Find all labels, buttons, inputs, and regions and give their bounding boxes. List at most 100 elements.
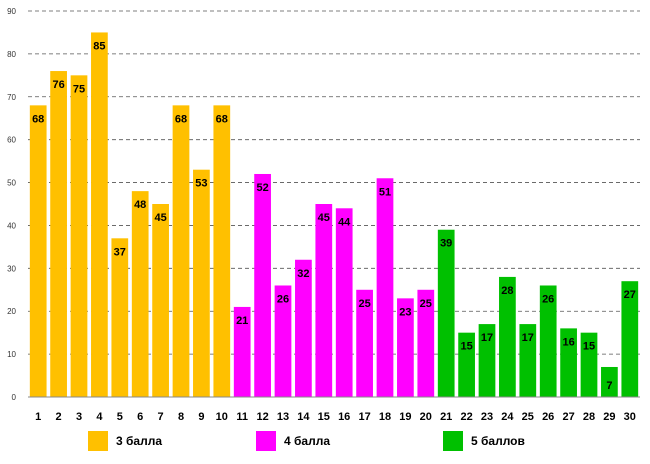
x-tick-label: 23 [481, 411, 493, 423]
data-label: 15 [460, 341, 472, 353]
data-label: 26 [542, 293, 554, 305]
y-tick-label: 20 [7, 307, 16, 316]
x-tick-label: 30 [624, 411, 636, 423]
x-tick-label: 1 [35, 411, 41, 423]
legend-item-4: 4 балла [256, 430, 330, 452]
data-label: 68 [216, 113, 228, 125]
x-tick-label: 2 [56, 411, 62, 423]
data-label: 45 [318, 212, 330, 224]
bar [437, 229, 455, 397]
x-tick-label: 4 [96, 411, 103, 423]
y-tick-label: 30 [7, 264, 16, 273]
x-tick-label: 29 [603, 411, 615, 423]
bar [50, 71, 67, 398]
x-tick-label: 15 [318, 411, 330, 423]
legend-label-4: 4 балла [284, 434, 331, 448]
x-tick-label: 11 [236, 411, 248, 423]
bar [376, 178, 394, 397]
x-tick-label: 18 [379, 411, 391, 423]
legend-label-5: 5 баллов [471, 434, 525, 448]
y-tick-label: 50 [7, 179, 16, 188]
data-label: 51 [379, 186, 391, 198]
data-label: 52 [256, 182, 268, 194]
bar [315, 204, 333, 397]
data-label: 68 [175, 113, 187, 125]
x-tick-label: 17 [358, 411, 370, 423]
x-tick-label: 28 [583, 411, 595, 423]
data-label: 68 [32, 113, 44, 125]
bar [499, 276, 516, 397]
data-label: 17 [481, 332, 493, 344]
x-tick-label: 10 [216, 411, 228, 423]
x-tick-label: 24 [501, 411, 514, 423]
data-label: 17 [522, 332, 534, 344]
x-tick-label: 20 [420, 411, 432, 423]
x-tick-label: 7 [158, 411, 164, 423]
bar [254, 173, 271, 397]
y-tick-label: 10 [7, 350, 16, 359]
x-tick-label: 21 [440, 411, 452, 423]
legend-item-5: 5 баллов [443, 430, 525, 452]
data-label: 7 [606, 380, 612, 392]
bar [601, 366, 618, 397]
data-label: 16 [562, 336, 574, 348]
bar [580, 332, 598, 397]
data-label: 28 [501, 285, 513, 297]
x-tick-label: 3 [76, 411, 82, 423]
x-tick-label: 13 [277, 411, 289, 423]
bar [91, 32, 108, 397]
bar [131, 191, 149, 397]
data-label: 75 [73, 83, 85, 95]
x-tick-label: 14 [297, 411, 310, 423]
y-tick-label: 60 [7, 136, 16, 145]
y-tick-label: 80 [7, 50, 16, 59]
data-label: 48 [134, 199, 146, 211]
y-tick-label: 70 [7, 93, 16, 102]
legend-swatch-5 [443, 431, 463, 451]
y-tick-label: 0 [12, 393, 17, 402]
bar [417, 289, 435, 397]
data-label: 44 [338, 216, 351, 228]
bar [560, 328, 577, 397]
bar [274, 285, 292, 397]
data-label: 85 [93, 40, 105, 52]
bar [295, 259, 312, 397]
bar [193, 169, 210, 397]
x-tick-label: 19 [399, 411, 411, 423]
x-tick-label: 6 [137, 411, 143, 423]
x-tick-label: 22 [460, 411, 472, 423]
bar [397, 298, 414, 397]
legend-label-3: 3 балла [116, 434, 163, 448]
bar [172, 105, 190, 397]
x-tick-label: 26 [542, 411, 554, 423]
data-label: 15 [583, 341, 595, 353]
bar [478, 324, 496, 397]
x-tick-label: 9 [198, 411, 204, 423]
y-tick-label: 90 [7, 7, 16, 16]
bar [539, 285, 557, 397]
data-label: 37 [114, 246, 126, 258]
data-label: 25 [420, 298, 432, 310]
legend-item-3: 3 балла [88, 430, 162, 452]
data-label: 21 [236, 315, 248, 327]
bar [111, 238, 129, 397]
bars [29, 32, 639, 398]
bar [458, 332, 475, 397]
x-tick-label: 25 [522, 411, 534, 423]
data-label: 76 [52, 79, 64, 91]
y-axis-ticks: 0 10 20 30 40 50 60 70 80 90 [7, 7, 16, 402]
bar [29, 105, 47, 397]
bar [70, 75, 88, 397]
data-label: 32 [297, 268, 309, 280]
data-label: 27 [624, 289, 636, 301]
data-labels: 68 76 75 85 37 48 45 68 53 68 21 52 26 32 45 44 25 51 23 25… [32, 40, 636, 392]
x-tick-label: 16 [338, 411, 350, 423]
bar [519, 324, 537, 397]
data-label: 26 [277, 293, 289, 305]
y-tick-label: 40 [7, 221, 16, 230]
gridlines [28, 10, 640, 355]
legend-swatch-3 [88, 431, 108, 451]
data-label: 39 [440, 238, 452, 250]
bar [356, 289, 373, 397]
